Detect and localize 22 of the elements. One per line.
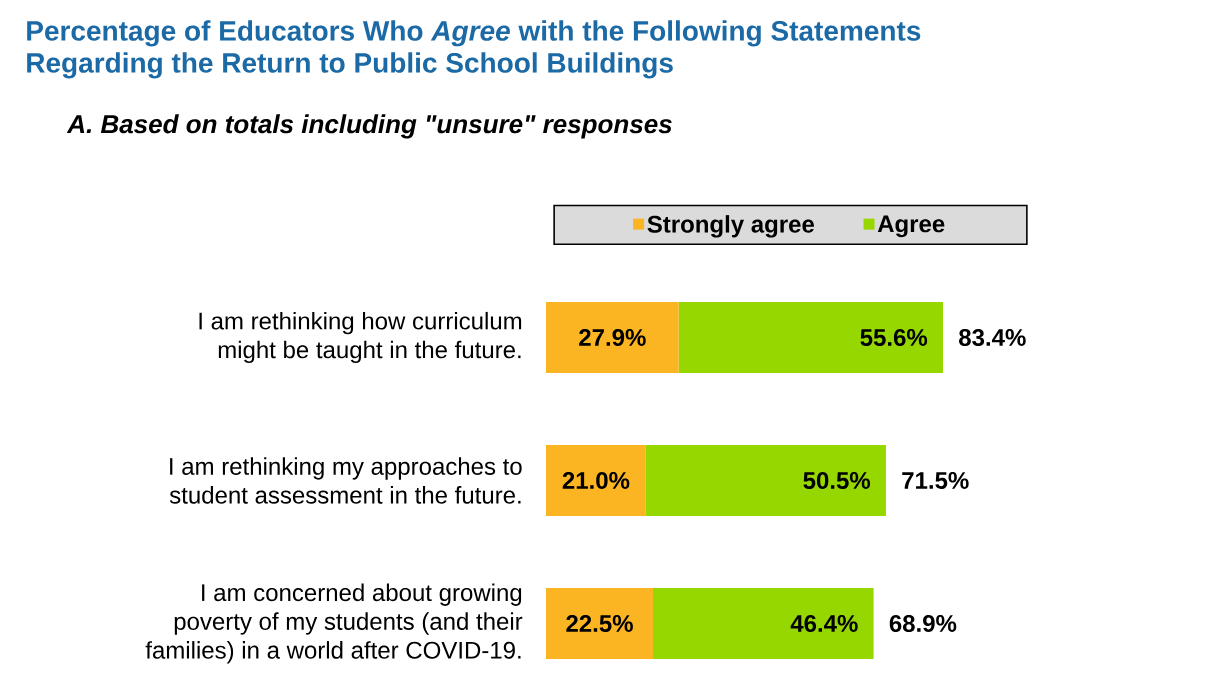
total-label: 83.4% — [959, 328, 1026, 347]
bar — [652, 588, 874, 659]
y-tick-label: I am rethinking my approaches to student assessment in the future. — [169, 457, 522, 504]
chart-subtitle: A. Based on totals including "unsure" responses — [66, 114, 672, 139]
data-label: 55.6% — [860, 328, 928, 346]
data-label: 50.5% — [803, 471, 871, 489]
bar — [678, 302, 943, 373]
bar — [546, 588, 653, 659]
legend-label: Agree — [877, 215, 945, 238]
bar — [546, 302, 679, 373]
bar — [546, 445, 646, 516]
chart-title: Percentage of Educators Who Agree with the Following Statements Regarding the Return to Public School Buildings — [27, 20, 921, 79]
y-tick-label: I am concerned about growing poverty of my students (and their families) in a world after COVID-19. — [145, 583, 523, 664]
y-tick-label: I am rethinking how curriculum might be taught in the future. — [199, 311, 522, 364]
data-label: 22.5% — [566, 614, 633, 632]
bar — [645, 445, 886, 516]
legend-label: Strongly agree — [647, 215, 814, 238]
data-label: 46.4% — [790, 614, 858, 632]
total-label: 68.9% — [889, 614, 957, 632]
data-label: 27.9% — [579, 328, 646, 346]
data-label: 21.0% — [562, 471, 630, 489]
total-label: 71.5% — [902, 472, 969, 489]
